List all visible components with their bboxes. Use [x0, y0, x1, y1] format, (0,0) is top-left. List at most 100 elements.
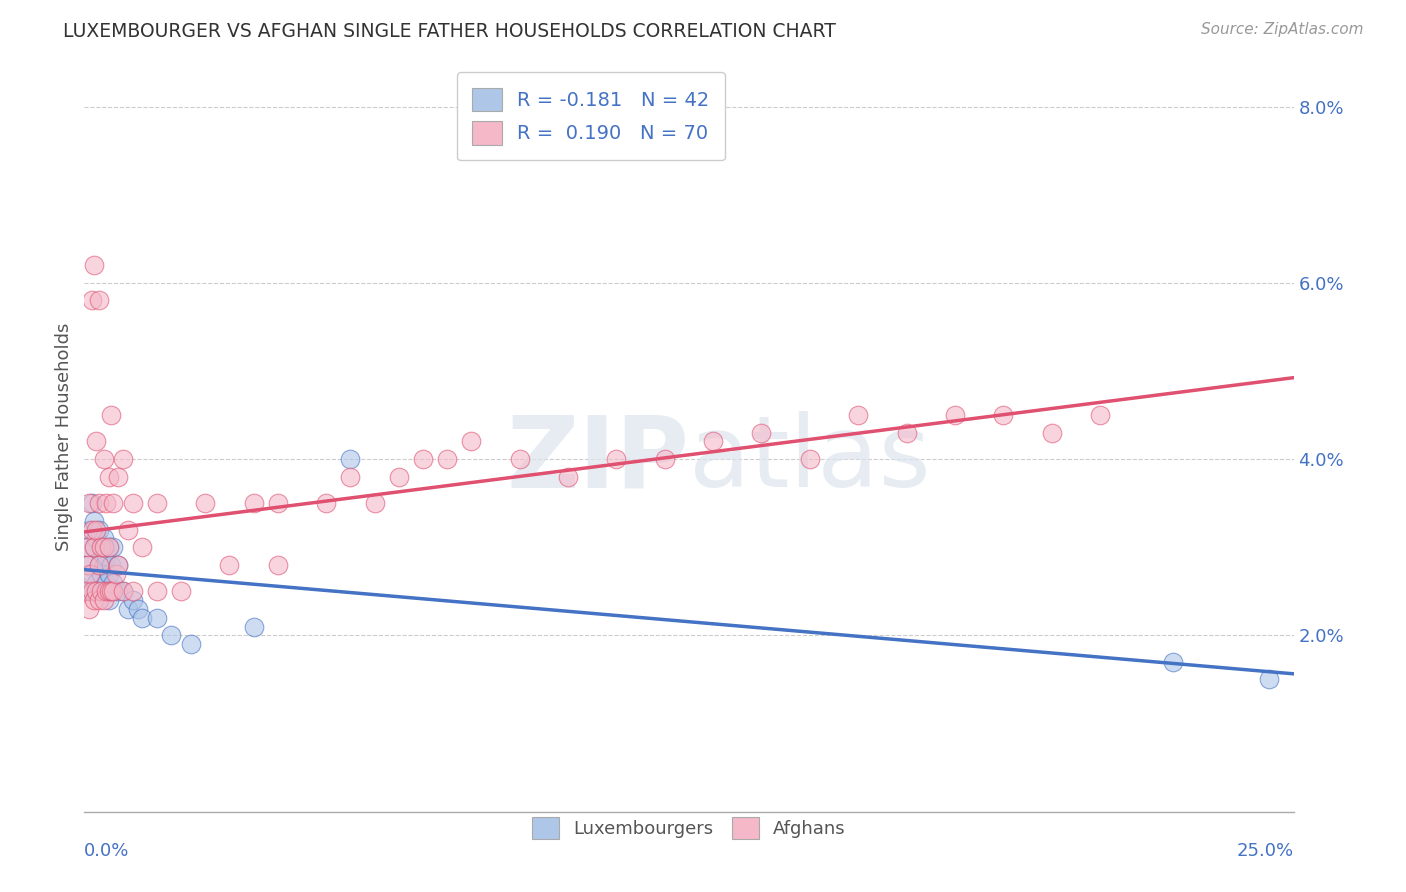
- Point: [117, 602, 139, 616]
- Point: [509, 452, 531, 467]
- Point: [77, 523, 100, 537]
- Point: [86, 434, 108, 449]
- Point: [90, 584, 112, 599]
- Point: [80, 523, 103, 537]
- Point: [87, 593, 110, 607]
- Point: [93, 593, 115, 607]
- Point: [83, 541, 105, 555]
- Point: [194, 496, 217, 510]
- Point: [87, 523, 110, 537]
- Point: [94, 496, 117, 510]
- Point: [83, 593, 105, 607]
- Legend: Luxembourgers, Afghans: Luxembourgers, Afghans: [523, 807, 855, 847]
- Text: atlas: atlas: [689, 411, 931, 508]
- Point: [412, 452, 434, 467]
- Point: [87, 558, 110, 572]
- Point: [1088, 408, 1111, 422]
- Point: [654, 452, 676, 467]
- Point: [121, 496, 143, 510]
- Point: [83, 541, 105, 555]
- Point: [87, 496, 110, 510]
- Point: [112, 584, 135, 599]
- Point: [799, 452, 821, 467]
- Y-axis label: Single Father Households: Single Father Households: [55, 323, 73, 551]
- Point: [77, 496, 100, 510]
- Point: [557, 469, 579, 483]
- Point: [363, 496, 385, 510]
- Point: [107, 469, 129, 483]
- Point: [103, 575, 125, 590]
- Point: [77, 602, 100, 616]
- Text: 0.0%: 0.0%: [84, 842, 129, 860]
- Point: [160, 628, 183, 642]
- Point: [94, 549, 117, 563]
- Point: [121, 593, 143, 607]
- Point: [107, 558, 129, 572]
- Point: [94, 584, 117, 599]
- Point: [79, 566, 101, 581]
- Point: [97, 541, 120, 555]
- Point: [117, 523, 139, 537]
- Point: [943, 408, 966, 422]
- Point: [1040, 425, 1063, 440]
- Point: [100, 408, 122, 422]
- Point: [702, 434, 724, 449]
- Point: [83, 584, 105, 599]
- Point: [388, 469, 411, 483]
- Point: [993, 408, 1015, 422]
- Point: [103, 584, 125, 599]
- Point: [97, 584, 120, 599]
- Point: [76, 558, 98, 572]
- Point: [218, 558, 240, 572]
- Point: [100, 558, 122, 572]
- Point: [77, 541, 100, 555]
- Point: [83, 514, 105, 528]
- Point: [93, 584, 115, 599]
- Text: 25.0%: 25.0%: [1236, 842, 1294, 860]
- Point: [77, 584, 100, 599]
- Point: [97, 541, 120, 555]
- Point: [80, 566, 103, 581]
- Point: [103, 541, 125, 555]
- Point: [83, 258, 105, 272]
- Point: [93, 532, 115, 546]
- Point: [146, 611, 169, 625]
- Point: [86, 532, 108, 546]
- Point: [86, 523, 108, 537]
- Point: [103, 496, 125, 510]
- Point: [436, 452, 458, 467]
- Point: [127, 602, 149, 616]
- Point: [87, 558, 110, 572]
- Point: [87, 584, 110, 599]
- Point: [94, 575, 117, 590]
- Point: [97, 566, 120, 581]
- Point: [131, 611, 153, 625]
- Point: [90, 541, 112, 555]
- Point: [1161, 655, 1184, 669]
- Text: ZIP: ZIP: [506, 411, 689, 508]
- Point: [76, 541, 98, 555]
- Point: [242, 496, 264, 510]
- Point: [86, 584, 108, 599]
- Point: [86, 575, 108, 590]
- Point: [131, 541, 153, 555]
- Point: [80, 496, 103, 510]
- Point: [605, 452, 627, 467]
- Point: [100, 584, 122, 599]
- Point: [77, 558, 100, 572]
- Point: [76, 584, 98, 599]
- Point: [80, 584, 103, 599]
- Point: [107, 558, 129, 572]
- Point: [170, 584, 193, 599]
- Point: [146, 496, 169, 510]
- Point: [267, 496, 290, 510]
- Point: [339, 452, 361, 467]
- Point: [97, 593, 120, 607]
- Point: [90, 541, 112, 555]
- Point: [267, 558, 290, 572]
- Point: [896, 425, 918, 440]
- Point: [460, 434, 482, 449]
- Point: [146, 584, 169, 599]
- Point: [242, 619, 264, 633]
- Point: [315, 496, 337, 510]
